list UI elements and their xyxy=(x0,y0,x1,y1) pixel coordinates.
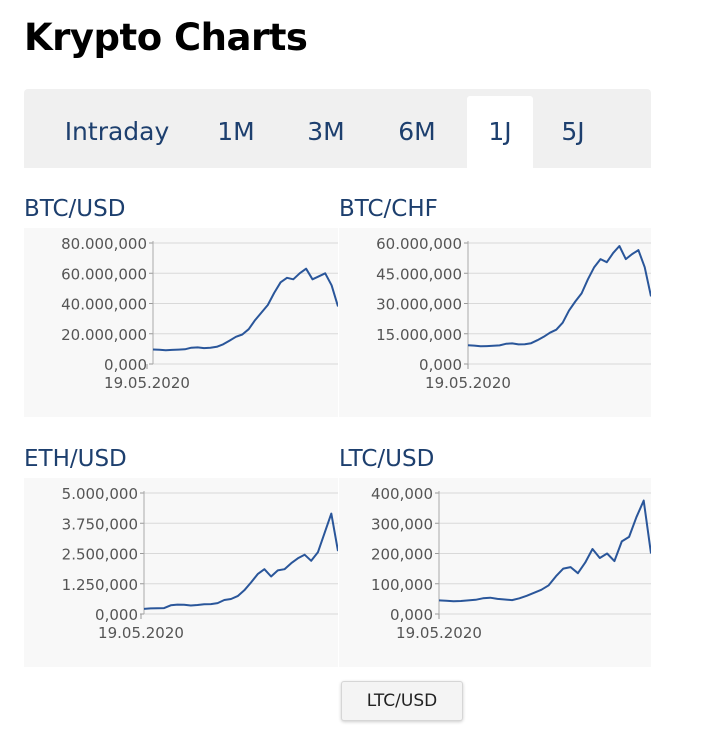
y-tick-label-ltc-usd-3: 300,000 xyxy=(371,515,433,533)
y-tick-label-eth-usd-1: 1.250,000 xyxy=(62,576,138,594)
series-line-btc-chf-0 xyxy=(467,245,651,348)
chart-ltc-usd[interactable]: 0,000 100,000 200,000 300,000 400,000 19.05.2… xyxy=(339,478,651,667)
y-tick-label-btc-chf-1: 15.000,000 xyxy=(376,326,462,344)
tab-3m[interactable]: 3M xyxy=(307,117,345,146)
timeframe-tabs: Intraday 1M 3M 6M 1J 5J xyxy=(24,89,651,168)
chart-btc-chf[interactable]: 0,000 15.000,000 30.000,000 45.000,000 60.00… xyxy=(339,228,651,417)
x-tick-label-ltc-usd: 19.05.2020 xyxy=(396,624,482,642)
y-tick-label-btc-chf-4: 60.000,000 xyxy=(376,235,462,253)
y-tick-label-btc-chf-3: 45.000,000 xyxy=(376,265,462,283)
y-tick-label-eth-usd-0: 0,000 xyxy=(95,606,138,624)
y-tick-label-eth-usd-3: 3.750,000 xyxy=(62,515,138,533)
y-tick-label-btc-chf-2: 30.000,000 xyxy=(376,296,462,314)
series-line-btc-usd-0 xyxy=(152,267,338,352)
chart-btc-usd[interactable]: 0,000 20.000,000 40.000,000 60.000,000 80.00… xyxy=(24,228,338,417)
y-tick-label-ltc-usd-0: 0,000 xyxy=(390,606,433,624)
y-tick-label-ltc-usd-4: 400,000 xyxy=(371,485,433,503)
chart-tooltip: LTC/USD xyxy=(341,681,463,721)
tab-intraday[interactable]: Intraday xyxy=(64,117,170,146)
page-title: Krypto Charts xyxy=(24,16,308,59)
y-tick-label-btc-chf-0: 0,000 xyxy=(419,356,462,374)
y-tick-label-btc-usd-2: 40.000,000 xyxy=(61,296,147,314)
x-tick-label-eth-usd: 19.05.2020 xyxy=(98,624,184,642)
x-tick-label-btc-usd: 19.05.2020 xyxy=(104,374,190,392)
chart-title-eth-usd[interactable]: ETH/USD xyxy=(24,446,127,472)
y-tick-label-ltc-usd-1: 100,000 xyxy=(371,576,433,594)
chart-svg-ltc-usd: 0,000 100,000 200,000 300,000 400,000 19.05.2… xyxy=(371,485,651,642)
tab-1m[interactable]: 1M xyxy=(217,117,255,146)
chart-title-ltc-usd[interactable]: LTC/USD xyxy=(339,446,435,472)
y-tick-label-btc-usd-0: 0,000 xyxy=(104,356,147,374)
y-tick-label-eth-usd-2: 2.500,000 xyxy=(62,546,138,564)
y-tick-label-eth-usd-4: 5.000,000 xyxy=(62,485,138,503)
chart-title-btc-chf[interactable]: BTC/CHF xyxy=(339,196,438,222)
series-line-eth-usd-0 xyxy=(143,512,338,610)
chart-eth-usd[interactable]: 0,000 1.250,000 2.500,000 3.750,000 5.000,00… xyxy=(24,478,338,667)
chart-svg-eth-usd: 0,000 1.250,000 2.500,000 3.750,000 5.000,00… xyxy=(62,485,338,642)
tab-5j[interactable]: 5J xyxy=(561,117,585,146)
y-tick-label-ltc-usd-2: 200,000 xyxy=(371,546,433,564)
series-line-ltc-usd-0 xyxy=(438,499,651,603)
y-tick-label-btc-usd-3: 60.000,000 xyxy=(61,265,147,283)
chart-svg-btc-usd: 0,000 20.000,000 40.000,000 60.000,000 80.00… xyxy=(61,235,338,392)
y-tick-label-btc-usd-4: 80.000,000 xyxy=(61,235,147,253)
y-tick-label-btc-usd-1: 20.000,000 xyxy=(61,326,147,344)
tab-6m[interactable]: 6M xyxy=(398,117,436,146)
chart-svg-btc-chf: 0,000 15.000,000 30.000,000 45.000,000 60.00… xyxy=(376,235,651,392)
x-tick-label-btc-chf: 19.05.2020 xyxy=(425,374,511,392)
chart-title-btc-usd[interactable]: BTC/USD xyxy=(24,196,126,222)
tab-1j[interactable]: 1J xyxy=(467,96,533,168)
